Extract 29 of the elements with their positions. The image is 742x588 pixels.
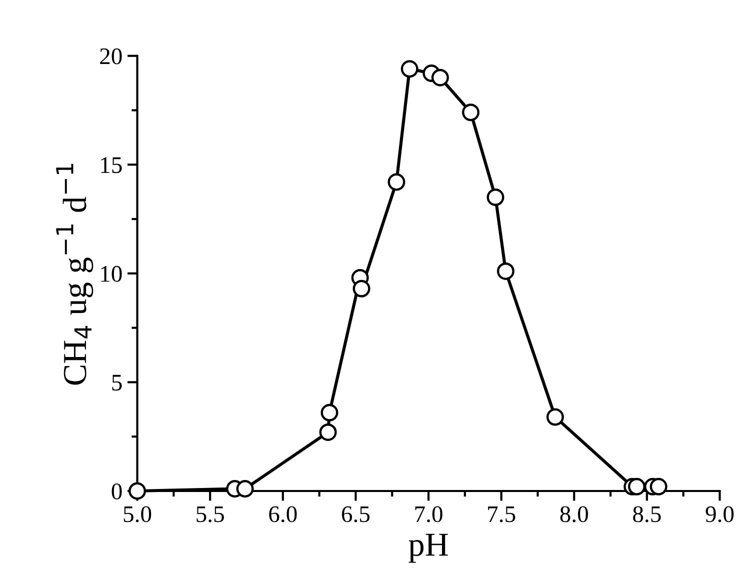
x-tick-label: 6.5 [342,506,370,522]
x-tick-label: 7.5 [488,506,516,522]
point [628,478,646,496]
point [400,60,418,78]
point [431,68,449,86]
x-axis-title: pH [408,534,448,563]
x-tick-label: 6.0 [269,506,297,522]
y-axis-title: CH$_{4}$ ug g$^{−1}$ d$^{−1}$ [56,164,94,385]
x-tick-label: 7.0 [415,506,442,522]
point [496,262,514,280]
y-tick-label: 20 [100,48,122,64]
point [388,173,406,191]
y-tick-label: 5 [112,374,122,391]
point [462,104,480,122]
x-tick-label: 9.0 [706,506,734,522]
point [486,188,504,206]
x-tick-label: 5.5 [196,506,224,522]
x-tick-label: 8.0 [560,506,588,522]
x-tick-label: 5.0 [124,506,152,522]
point [320,404,338,422]
point [319,423,337,441]
y-tick-label: 0 [112,483,122,500]
point [236,480,254,498]
point [352,280,370,298]
point [546,408,564,426]
x-tick-label: 8.5 [633,506,661,522]
y-tick-label: 10 [101,266,122,282]
y-tick-label: 15 [101,157,122,174]
point [650,478,668,496]
